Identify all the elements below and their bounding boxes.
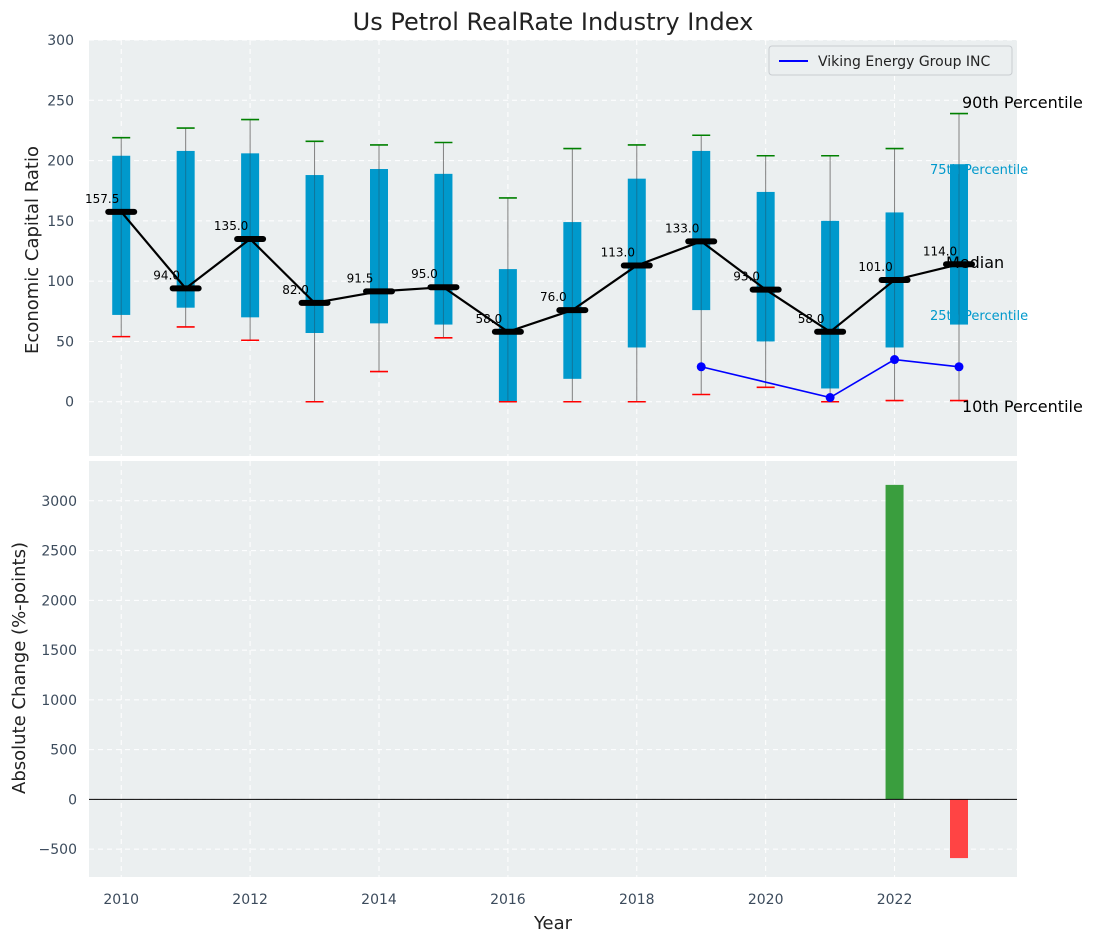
median-label-2019: 133.0 (665, 221, 699, 235)
median-value-labels: 157.5 94.0 135.0 82.0 91.5 95.0 58.0 76.0 113.0 1… (85, 192, 957, 326)
bottom-ytick-2: 500 (50, 743, 77, 759)
median-label-2012: 135.0 (214, 219, 248, 233)
xtick-2016: 2016 (490, 892, 526, 908)
bottom-y-ticks: −500 0 500 1000 1500 2000 2500 3000 (39, 494, 77, 858)
annotation-p10: 10th Percentile (962, 397, 1083, 416)
median-label-2014: 91.5 (347, 271, 374, 285)
xtick-2018: 2018 (619, 892, 655, 908)
company-point-2021 (825, 393, 835, 403)
top-y-ticks: 0 50 100 150 200 250 300 (47, 33, 74, 411)
company-series (696, 355, 964, 403)
top-ytick-200: 200 (47, 154, 74, 170)
median-label-2016: 58.0 (476, 312, 503, 326)
legend: Viking Energy Group INC (768, 45, 1013, 76)
bottom-y-axis-label: Absolute Change (%-points) (9, 542, 30, 794)
median-label-2022: 101.0 (858, 260, 892, 274)
xtick-2014: 2014 (361, 892, 397, 908)
median-label-2013: 82.0 (282, 283, 309, 297)
top-ytick-100: 100 (47, 274, 74, 290)
top-y-axis-label: Economic Capital Ratio (22, 146, 43, 354)
median-label-2010: 157.5 (85, 192, 119, 206)
annotation-median: Median (946, 253, 1004, 272)
bottom-ytick-7: 3000 (41, 494, 77, 510)
median-label-2018: 113.0 (601, 245, 635, 259)
bottom-ytick-3: 1000 (41, 693, 77, 709)
chart-title: Us Petrol RealRate Industry Index (353, 8, 754, 36)
median-label-2011: 94.0 (153, 268, 180, 282)
bottom-ytick-1: 0 (68, 792, 77, 808)
top-ytick-0: 0 (65, 395, 74, 411)
legend-frame (768, 45, 1013, 76)
company-line (701, 358, 960, 399)
median-label-2015: 95.0 (411, 267, 438, 281)
bottom-ytick-4: 1500 (41, 643, 77, 659)
xtick-2010: 2010 (103, 892, 139, 908)
top-ytick-300: 300 (47, 33, 74, 49)
bottom-ytick-6: 2500 (41, 544, 77, 560)
x-ticks: 2010 2012 2014 2016 2018 2020 2022 (103, 892, 912, 908)
bottom-panel-background (89, 461, 1017, 877)
median-label-2017: 76.0 (540, 290, 567, 304)
median-trend (120, 211, 960, 334)
top-boxes (105, 112, 975, 403)
company-point-2019 (696, 362, 706, 372)
top-ytick-50: 50 (56, 334, 74, 350)
xtick-2012: 2012 (232, 892, 268, 908)
median-label-2020: 93.0 (733, 270, 760, 284)
change-bar-2022 (885, 484, 904, 800)
company-point-2023 (954, 362, 964, 372)
xtick-2020: 2020 (748, 892, 784, 908)
change-bars (885, 484, 968, 859)
xtick-2022: 2022 (877, 892, 913, 908)
bottom-ytick-0: −500 (39, 842, 77, 858)
annotation-p75: 75th Percentile (930, 163, 1028, 178)
change-bar-2023 (950, 799, 968, 859)
top-ytick-150: 150 (47, 214, 74, 230)
company-point-2022 (890, 355, 900, 365)
top-panel-background (89, 40, 1017, 456)
annotation-p25: 25th Percentile (930, 309, 1028, 324)
legend-entry-company: Viking Energy Group INC (818, 54, 991, 70)
x-axis-label: Year (533, 913, 573, 934)
median-label-2021: 58.0 (798, 312, 825, 326)
median-trend-line (120, 211, 960, 334)
median-label-2023: 114.0 (923, 244, 957, 258)
annotation-p90: 90th Percentile (962, 93, 1083, 112)
percentile-annotations: 90th Percentile 75th Percentile Median 2… (930, 93, 1083, 416)
bottom-ytick-5: 2000 (41, 593, 77, 609)
top-ytick-250: 250 (47, 93, 74, 109)
